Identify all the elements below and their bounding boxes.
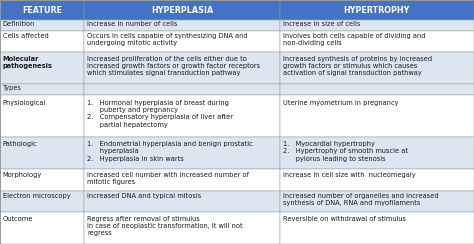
Polygon shape <box>0 52 84 84</box>
Polygon shape <box>84 31 280 52</box>
Polygon shape <box>84 137 280 169</box>
Polygon shape <box>84 212 280 244</box>
Text: Pathologic: Pathologic <box>3 141 37 147</box>
Polygon shape <box>0 95 84 137</box>
Polygon shape <box>280 95 474 137</box>
Polygon shape <box>0 191 84 212</box>
Text: Morphology: Morphology <box>3 172 42 178</box>
Polygon shape <box>280 0 474 20</box>
Text: Types: Types <box>3 85 22 91</box>
Text: 1.   Hormonal hyperplasia of breast during
      puberty and pregnancy
2.   Comp: 1. Hormonal hyperplasia of breast during… <box>87 100 233 128</box>
Polygon shape <box>0 20 84 31</box>
Text: Occurs in cells capable of synthesizing DNA and
undergoing mitotic activity: Occurs in cells capable of synthesizing … <box>87 33 248 47</box>
Text: Increase in cell size with  nucleomegaly: Increase in cell size with nucleomegaly <box>283 172 415 178</box>
Polygon shape <box>280 137 474 169</box>
Text: Increased cell number with increased number of
mitotic figures: Increased cell number with increased num… <box>87 172 249 185</box>
Text: Increase in number of cells: Increase in number of cells <box>87 21 178 27</box>
Polygon shape <box>84 84 280 95</box>
Polygon shape <box>84 191 280 212</box>
Text: HYPERPLASIA: HYPERPLASIA <box>151 6 213 14</box>
Polygon shape <box>280 212 474 244</box>
Text: Outcome: Outcome <box>3 216 33 222</box>
Text: Increased number of organelles and increased
synthesis of DNA, RNA and myofilame: Increased number of organelles and incre… <box>283 193 438 206</box>
Polygon shape <box>0 137 84 169</box>
Text: Increased synthesis of proteins by increased
growth factors or stimulus which ca: Increased synthesis of proteins by incre… <box>283 56 432 76</box>
Text: 1.   Myocardial hypertrophy
2.   Hypertrophy of smooth muscle at
      pylorus l: 1. Myocardial hypertrophy 2. Hypertrophy… <box>283 141 408 162</box>
Text: Physiological: Physiological <box>3 100 46 106</box>
Polygon shape <box>280 31 474 52</box>
Polygon shape <box>0 84 84 95</box>
Polygon shape <box>0 212 84 244</box>
Polygon shape <box>280 169 474 191</box>
Text: Increased DNA and typical mitosis: Increased DNA and typical mitosis <box>87 193 201 199</box>
Text: Uterine myometrium in pregnancy: Uterine myometrium in pregnancy <box>283 100 398 106</box>
Polygon shape <box>280 191 474 212</box>
Text: FEATURE: FEATURE <box>22 6 62 14</box>
Polygon shape <box>0 169 84 191</box>
Text: 1.   Endometrial hyperplasia and benign prostatic
      hyperplasia
2.   Hyperpl: 1. Endometrial hyperplasia and benign pr… <box>87 141 253 162</box>
Text: Electron microscopy: Electron microscopy <box>3 193 71 199</box>
Polygon shape <box>280 20 474 31</box>
Polygon shape <box>0 0 84 20</box>
Text: Molecular
pathogenesis: Molecular pathogenesis <box>3 56 53 69</box>
Polygon shape <box>84 52 280 84</box>
Text: Regress after removal of stimulus
In case of neoplastic transformation, it will : Regress after removal of stimulus In cas… <box>87 216 243 236</box>
Polygon shape <box>84 169 280 191</box>
Polygon shape <box>280 84 474 95</box>
Text: Involves both cells capable of dividing and
non-dividing cells: Involves both cells capable of dividing … <box>283 33 425 47</box>
Polygon shape <box>0 31 84 52</box>
Text: Increase in size of cells: Increase in size of cells <box>283 21 360 27</box>
Text: Cells affected: Cells affected <box>3 33 49 39</box>
Text: Increased proliferation of the cells either due to
increased growth factors or g: Increased proliferation of the cells eit… <box>87 56 260 76</box>
Text: Reversible on withdrawal of stimulus: Reversible on withdrawal of stimulus <box>283 216 405 222</box>
Polygon shape <box>84 0 280 20</box>
Polygon shape <box>84 95 280 137</box>
Polygon shape <box>280 52 474 84</box>
Text: Definition: Definition <box>3 21 35 27</box>
Polygon shape <box>84 20 280 31</box>
Text: HYPERTROPHY: HYPERTROPHY <box>344 6 410 14</box>
